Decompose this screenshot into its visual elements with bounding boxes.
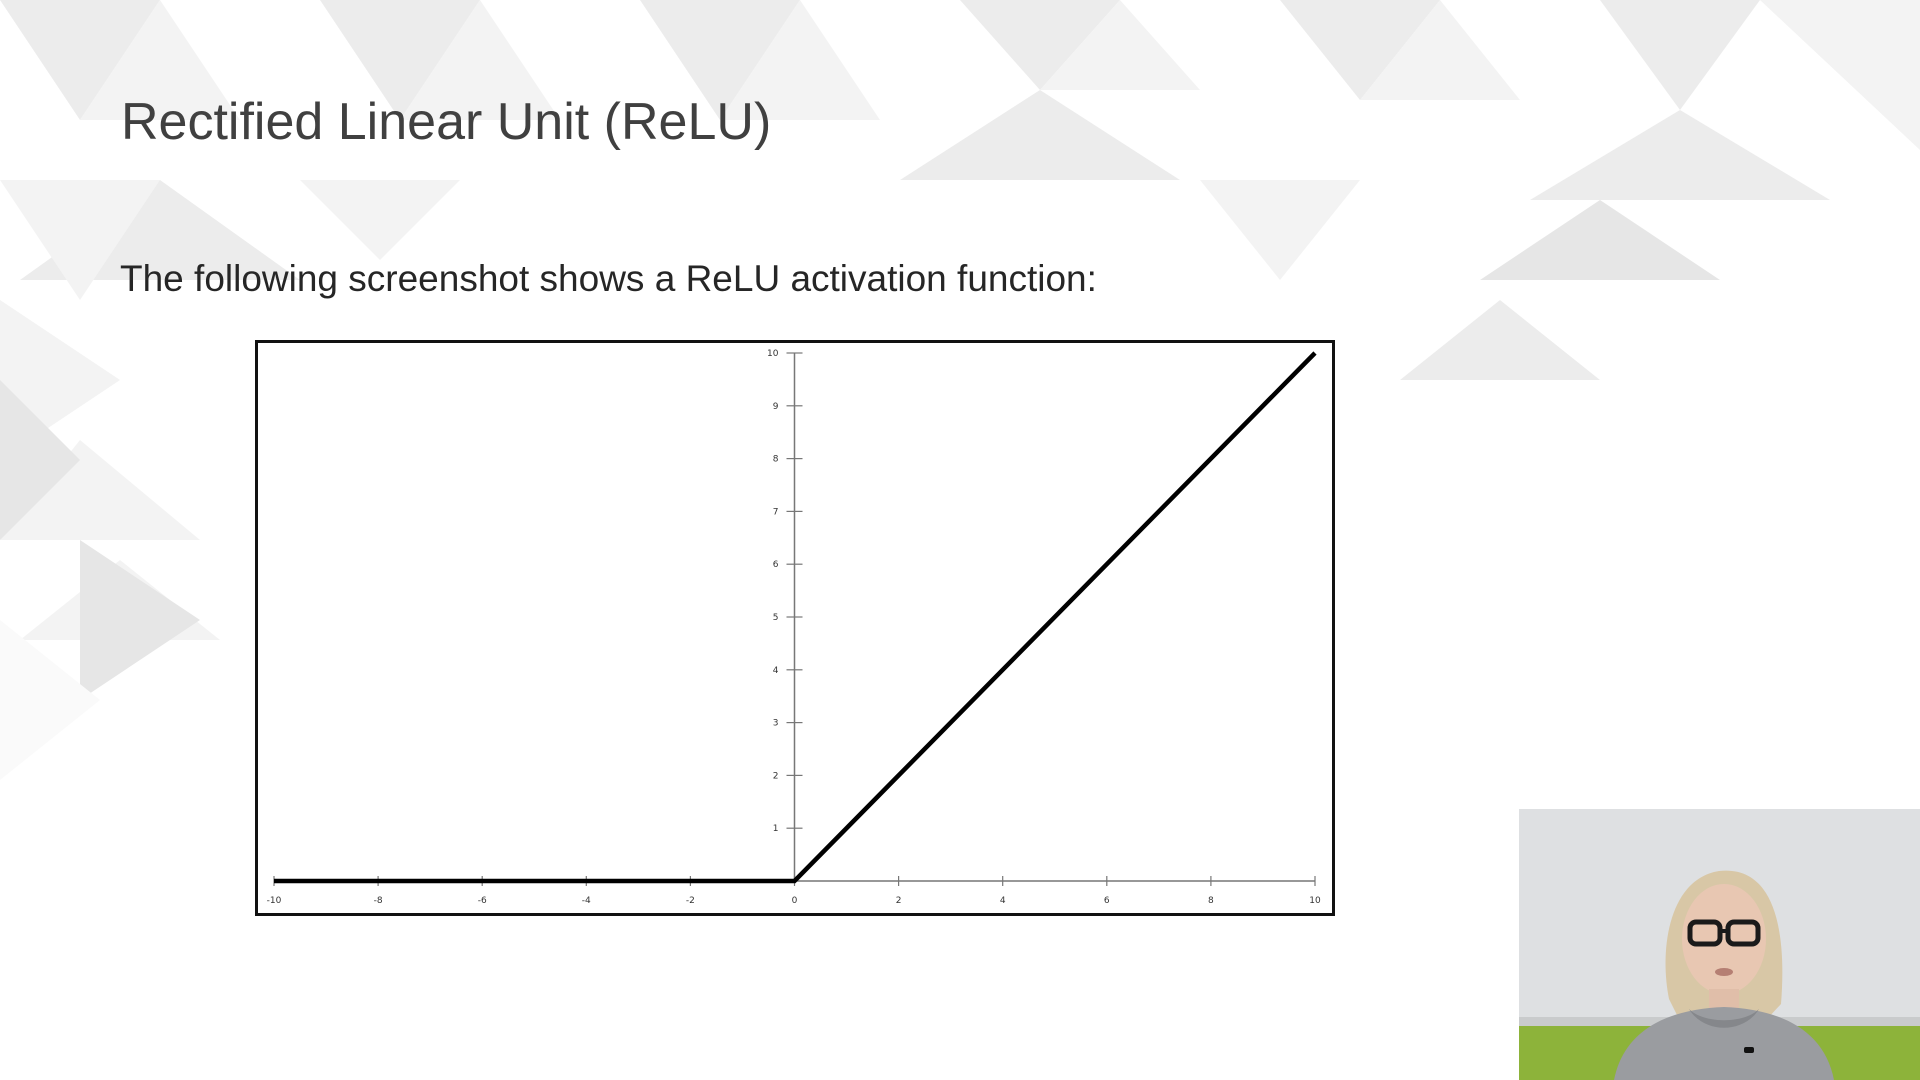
x-tick-label: 8 [1208,896,1214,906]
x-tick-label: -8 [374,896,383,906]
x-tick-label: 4 [1000,896,1006,906]
x-tick-label: 2 [896,896,902,906]
x-tick-label: 0 [792,896,798,906]
x-tick-label: -2 [686,896,695,906]
y-tick-label: 7 [773,507,779,517]
x-tick-label: -10 [267,896,282,906]
chart-series [274,351,1317,884]
x-tick-label: -6 [478,896,487,906]
y-tick-label: 8 [773,455,779,465]
y-tick-label: 6 [773,560,779,570]
presenter-video-frame [1519,809,1920,1080]
x-tick-label: -4 [582,896,591,906]
y-tick-label: 2 [773,771,779,781]
relu-chart-frame: -10 -8 -6 -4 -2 0 2 4 6 8 10 1 2 3 4 5 6 7 8 9 10 [255,340,1335,916]
presenter-webcam [1519,809,1920,1080]
slide-body-text: The following screenshot shows a ReLU ac… [120,258,1097,299]
y-tick-label: 3 [773,719,779,729]
y-tick-label: 1 [773,824,779,834]
y-tick-label: 10 [767,349,779,359]
x-tick-label: 6 [1104,896,1110,906]
y-tick-label: 4 [773,666,779,676]
slide-title: Rectified Linear Unit (ReLU) [121,93,772,151]
relu-series-line [274,351,1317,884]
x-tick-label: 10 [1309,896,1321,906]
y-tick-label: 9 [773,402,779,412]
y-tick-label: 5 [773,613,779,623]
